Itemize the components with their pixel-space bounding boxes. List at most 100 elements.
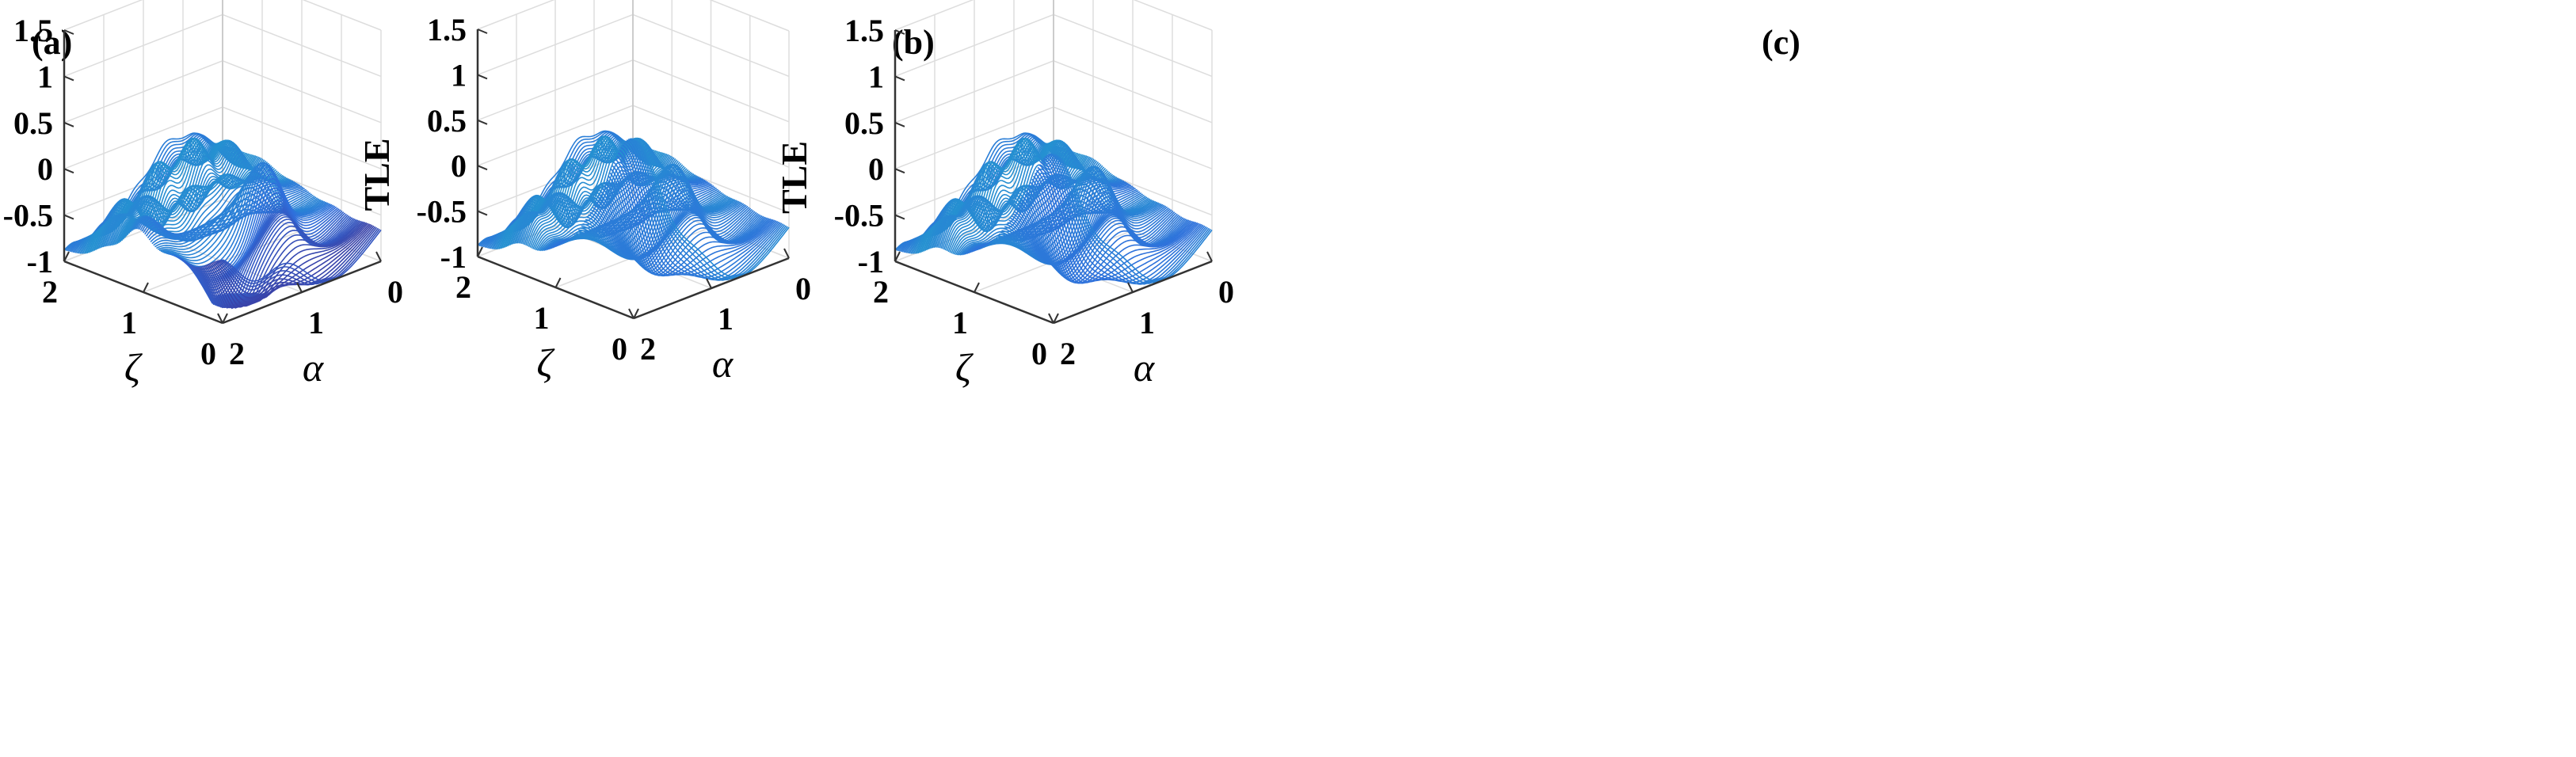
alpha-tick-label: 2 <box>1060 336 1076 371</box>
zeta-tick-label: 0 <box>200 336 216 371</box>
surface-line <box>624 141 781 280</box>
zeta-tick-label: 2 <box>873 274 889 310</box>
surface-line <box>519 150 676 244</box>
surface-line <box>1052 154 1211 283</box>
surface-line <box>602 188 759 264</box>
alpha-tick-label: 2 <box>640 331 656 367</box>
tle-tick-label: 0 <box>451 148 467 184</box>
tle-tick-label: 0.5 <box>13 105 53 141</box>
surface-line <box>1040 162 1200 281</box>
surface-line <box>937 151 1098 249</box>
zeta-axis-label: ζ <box>955 345 974 390</box>
surface-line <box>210 223 371 308</box>
surface-line <box>106 151 267 247</box>
surface-line <box>111 160 271 246</box>
surface-line <box>629 138 786 281</box>
surface-line <box>1014 207 1174 264</box>
alpha-axis-label: α <box>712 341 734 386</box>
tle-tick-label: 1.5 <box>427 12 467 48</box>
surface-line <box>1047 154 1207 285</box>
surface-line <box>593 201 750 258</box>
zeta-tick-label: 1 <box>534 300 550 336</box>
surface-line <box>222 229 382 282</box>
surface-line <box>588 184 745 261</box>
alpha-axis-label: α <box>303 345 325 390</box>
surface-line <box>1032 175 1193 284</box>
surface-line <box>1042 159 1202 281</box>
surface-line <box>1049 154 1209 285</box>
panel-b: (b) -1 -0.5 0 0.5 1 1.5 0 1 2 2 1 0 TLE ζ α <box>356 0 1717 757</box>
surface-line <box>942 160 1102 249</box>
surface-line <box>631 138 787 281</box>
tle-tick-label: 0.5 <box>427 103 467 139</box>
surface-plot: -1 -0.5 0 0.5 1 1.5 0 1 2 2 1 0 TLE ζ α <box>356 0 811 386</box>
surface-line <box>147 188 307 239</box>
surface-line <box>1050 153 1210 284</box>
surface-line <box>213 224 373 303</box>
tle-tick-label: 1.5 <box>844 13 884 48</box>
zeta-axis-label: ζ <box>536 340 555 385</box>
surface-line <box>600 191 757 263</box>
surface-line <box>1003 173 1162 264</box>
surface-line <box>189 211 349 302</box>
surface-line <box>192 216 353 306</box>
surface-line <box>1035 169 1195 283</box>
tle-tick-label: 0.5 <box>844 105 884 141</box>
surface-line <box>589 188 745 260</box>
surface-line <box>595 202 752 258</box>
surface-line <box>604 181 761 268</box>
surface-line <box>615 155 773 276</box>
tle-tick-label: 0 <box>37 151 53 187</box>
surface-line <box>1000 168 1160 262</box>
panel-label: (c) <box>1762 23 1801 62</box>
alpha-axis-label: α <box>1134 345 1156 390</box>
tle-tick-label: -0.5 <box>834 198 884 234</box>
surface-line <box>1021 199 1181 272</box>
alpha-tick-label: 0 <box>795 271 811 306</box>
surface-line <box>943 162 1103 250</box>
surface-line <box>627 139 784 281</box>
surface-line <box>215 225 375 299</box>
surface-line <box>603 184 760 266</box>
surface-line <box>592 197 749 258</box>
surface-line <box>1024 193 1184 276</box>
alpha-tick-label: 0 <box>387 274 403 310</box>
alpha-tick-label: 2 <box>229 336 245 371</box>
zeta-tick-label: 1 <box>952 305 968 340</box>
surface-line <box>216 226 376 295</box>
surface-plot: -1 -0.5 0 0.5 1 1.5 0 1 2 2 1 0 TLE ζ α <box>774 0 1234 390</box>
zeta-tick-label: 1 <box>121 305 137 340</box>
alpha-tick-label: 1 <box>1139 305 1155 340</box>
surface-plot: -1 -0.5 0 0.5 1 1.5 0 1 2 2 1 0 TLE ζ α <box>3 0 403 390</box>
surface-line <box>201 220 362 309</box>
surface-line <box>1005 182 1165 265</box>
zeta-axis-label: ζ <box>124 345 143 390</box>
surface-line <box>204 221 364 309</box>
surface-line <box>1044 156 1204 283</box>
panel-c: (c) -1 -0.5 0 0.5 1 1.5 0 1 2 2 1 0 TLE ζ α <box>774 0 2576 757</box>
surface-line <box>116 169 276 245</box>
tle-tick-label: -0.5 <box>417 194 467 230</box>
surface-line <box>220 228 380 284</box>
tle-axis-label: TLE <box>774 141 814 214</box>
zeta-tick-label: 2 <box>42 274 58 310</box>
alpha-tick-label: 0 <box>1218 274 1234 310</box>
axes: -1 -0.5 0 0.5 1 1.5 0 1 2 2 1 0 TLE ζ α <box>774 13 1234 390</box>
surface-line <box>1053 154 1213 282</box>
alpha-tick-label: 1 <box>308 305 324 340</box>
surface-mesh <box>894 132 1213 285</box>
surface-line <box>1018 204 1178 268</box>
surface-line <box>1019 201 1179 270</box>
tle-tick-label: -0.5 <box>3 198 53 234</box>
surface-line <box>1008 192 1168 265</box>
surface-line <box>632 138 788 280</box>
surface-line <box>626 139 783 281</box>
surface-line <box>1046 154 1206 285</box>
tle-tick-label: 1 <box>868 59 884 94</box>
surface-line <box>620 146 777 276</box>
surface-line <box>1034 173 1194 284</box>
axes: -1 -0.5 0 0.5 1 1.5 0 1 2 2 1 0 TLE ζ α <box>356 12 811 386</box>
surface-line <box>1011 200 1171 264</box>
